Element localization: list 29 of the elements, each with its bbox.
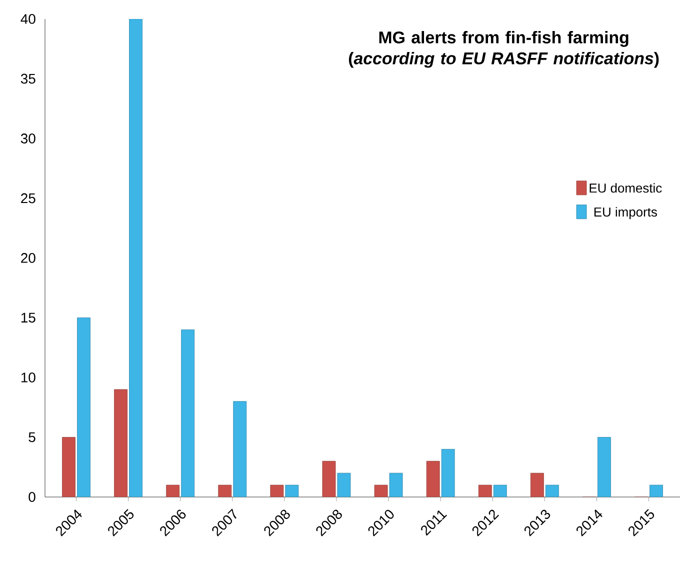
y-tick-label: 40 [20,14,36,24]
y-tick-label: 15 [21,312,36,323]
y-tick-label: 20 [21,253,36,263]
y-tick-label: 5 [28,432,36,442]
bar [389,472,403,497]
bar [337,472,351,497]
bar [285,484,299,497]
bar [322,460,336,497]
y-tick-label: 25 [21,193,36,204]
bar [181,330,195,497]
bar [598,437,611,497]
bar [62,437,76,497]
bar [233,401,247,497]
y-tick-label: 30 [20,134,36,144]
bar [650,484,663,497]
y-tick-label: 10 [21,372,36,382]
bar [77,318,90,497]
y-tick-label: 35 [20,74,36,84]
chart-title: MG alerts from fin-fish farming (according to EU RASFF notifications) [348,31,659,68]
legend-label: EU imports [594,207,657,220]
bar [114,389,128,497]
bar [426,460,440,497]
bar [441,449,455,497]
bar [129,18,142,497]
bar [545,484,559,497]
legend-label: EU domestic [590,183,662,193]
bar [530,472,544,497]
bar [493,484,507,497]
y-tick-label: 0 [28,492,36,502]
